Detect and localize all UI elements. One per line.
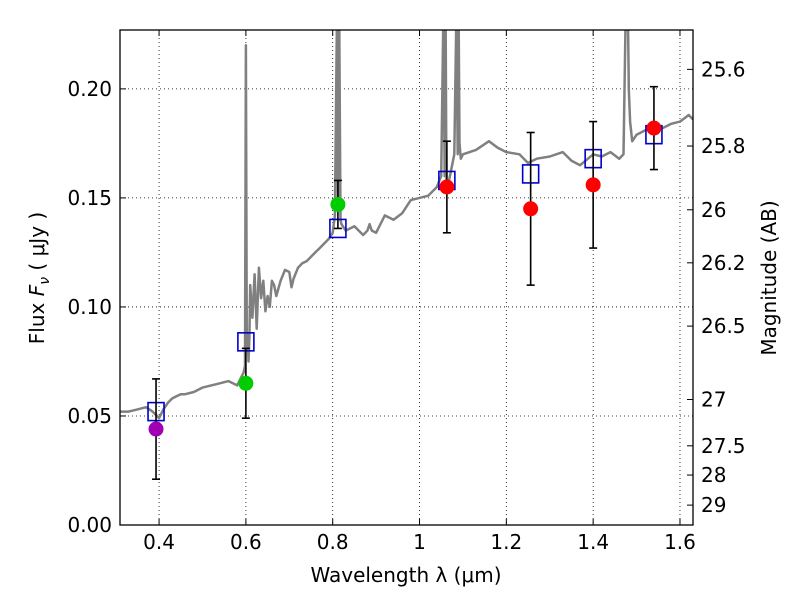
x-tick-label: 0.8 xyxy=(317,530,349,554)
observed-photometry-point xyxy=(585,177,601,193)
y-axis-label-subscript: ν xyxy=(37,277,53,285)
y-axis-label: Flux Fν ( μJy ) xyxy=(25,212,53,344)
observed-photometry-point xyxy=(148,421,164,437)
x-axis-label: Wavelength λ (μm) xyxy=(310,563,501,587)
y-tick-label: 0.15 xyxy=(67,186,112,210)
mag-tick-label: 28 xyxy=(701,463,726,487)
mag-tick-label: 25.6 xyxy=(701,57,746,81)
observed-photometry-point xyxy=(330,196,346,212)
mag-tick-label: 25.8 xyxy=(701,134,746,158)
right-axis-label: Magnitude (AB) xyxy=(757,200,781,355)
y-tick-label: 0.00 xyxy=(67,513,112,537)
y-tick-label: 0.20 xyxy=(67,77,112,101)
x-tick-label: 0.4 xyxy=(143,530,175,554)
plot-frame xyxy=(119,29,694,526)
mag-tick-label: 26 xyxy=(701,198,726,222)
mag-tick-label: 26.2 xyxy=(701,251,746,275)
y-axis-label-units: ( μJy ) xyxy=(25,212,49,277)
observed-photometry-point xyxy=(523,201,539,217)
x-tick-label: 1.2 xyxy=(490,530,522,554)
y-tick-label: 0.05 xyxy=(67,404,112,428)
x-tick-label: 1.6 xyxy=(664,530,696,554)
y-tick-label: 0.10 xyxy=(67,295,112,319)
model-spectrum-line xyxy=(120,30,693,420)
observed-photometry-point xyxy=(238,375,254,391)
x-tick-label: 0.6 xyxy=(230,530,262,554)
mag-tick-label: 26.5 xyxy=(701,314,746,338)
mag-tick-label: 27.5 xyxy=(701,434,746,458)
y-axis-label-symbol: F xyxy=(25,284,49,296)
mag-tick-label: 27 xyxy=(701,388,726,412)
y-axis-label-prefix: Flux xyxy=(25,296,49,344)
axis-ticks: 0.4 0.6 0.8 1 1.2 1.4 1.6 0.00 0.05 0.10 0.15 0.20 2… xyxy=(67,30,746,554)
mag-tick-label: 29 xyxy=(701,493,726,517)
observed-photometry-point xyxy=(439,179,455,195)
x-tick-label: 1 xyxy=(413,530,426,554)
plot-area xyxy=(120,30,693,481)
observed-photometry-point xyxy=(646,120,662,136)
grid xyxy=(120,30,693,526)
x-tick-label: 1.4 xyxy=(577,530,609,554)
